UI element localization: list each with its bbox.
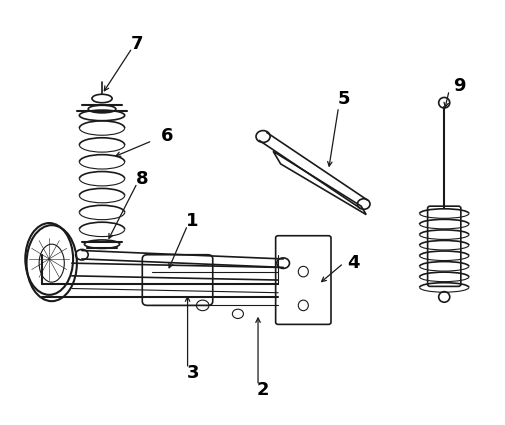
Text: 9: 9 — [452, 77, 465, 95]
Text: 2: 2 — [257, 381, 269, 399]
Text: 1: 1 — [186, 212, 198, 230]
Text: 7: 7 — [131, 34, 143, 53]
Text: 4: 4 — [347, 254, 359, 272]
Text: 8: 8 — [136, 170, 148, 188]
Text: 6: 6 — [161, 128, 173, 145]
Text: 3: 3 — [186, 364, 198, 382]
Text: 5: 5 — [337, 90, 349, 108]
